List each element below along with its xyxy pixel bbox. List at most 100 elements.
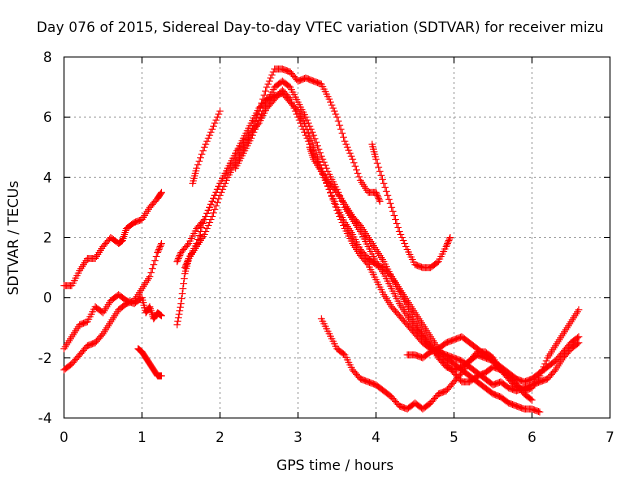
data-point (204, 206, 212, 214)
data-point (541, 360, 549, 368)
data-point (380, 179, 388, 187)
data-point (211, 119, 219, 127)
data-point (537, 369, 545, 377)
data-point (178, 295, 186, 303)
data-point (264, 80, 272, 88)
data-point (200, 230, 208, 238)
data-point (263, 83, 271, 91)
data-point (314, 142, 321, 150)
data-point (542, 357, 550, 365)
data-point (445, 237, 453, 245)
data-point (340, 133, 347, 141)
series-arc-13 (403, 306, 583, 395)
data-point (382, 187, 390, 195)
data-point (342, 140, 350, 148)
data-point (323, 164, 331, 172)
data-point (289, 101, 297, 109)
y-tick-label: 2 (43, 231, 52, 247)
data-point (375, 163, 383, 171)
series-arc-12 (368, 140, 454, 272)
data-point (350, 159, 358, 167)
data-point (395, 227, 403, 235)
data-point (147, 269, 155, 277)
data-point (158, 240, 165, 248)
data-point (376, 167, 384, 175)
data-point (306, 122, 314, 130)
data-point (184, 256, 192, 264)
series-arc-4 (134, 345, 165, 380)
data-point (207, 200, 215, 208)
data-point (397, 230, 405, 238)
data-point (373, 190, 381, 198)
data-point (174, 314, 182, 322)
data-point (575, 306, 583, 314)
data-point (195, 157, 203, 165)
data-point (310, 131, 318, 139)
data-point (293, 110, 301, 118)
data-point (351, 162, 359, 170)
data-point (154, 249, 162, 257)
data-point (302, 113, 310, 121)
data-point (202, 140, 210, 148)
data-point (328, 101, 336, 109)
data-point (575, 333, 583, 341)
data-point (399, 237, 407, 245)
data-point (329, 104, 337, 112)
axis-ticks (63, 56, 611, 419)
data-point (219, 185, 227, 193)
data-point (152, 253, 160, 261)
data-point (355, 173, 363, 181)
data-point (374, 193, 382, 201)
data-point (379, 175, 386, 183)
data-point (332, 110, 340, 118)
data-point (150, 261, 158, 269)
data-point (267, 74, 275, 82)
data-point (312, 138, 320, 146)
data-point (211, 205, 219, 213)
data-point (574, 340, 581, 348)
data-point (223, 176, 230, 184)
data-point (193, 164, 201, 172)
data-point (290, 104, 298, 112)
x-tick-label: 0 (60, 430, 69, 446)
data-point (295, 116, 303, 124)
data-point (354, 169, 362, 177)
x-tick-label: 5 (450, 430, 459, 446)
data-point (349, 155, 357, 163)
data-point (324, 167, 332, 175)
data-point (200, 215, 208, 223)
data-point (433, 259, 441, 267)
data-point (206, 203, 214, 211)
data-point (389, 207, 397, 215)
data-point (183, 259, 191, 267)
series-arc-8 (189, 107, 224, 187)
data-point (330, 197, 338, 205)
data-point (156, 311, 164, 319)
data-point (208, 125, 216, 133)
x-axis-label: GPS time / hours (276, 458, 393, 474)
data-point (173, 258, 181, 266)
data-point (175, 310, 183, 318)
data-point (157, 241, 165, 249)
data-point (206, 218, 214, 226)
data-point (346, 149, 354, 157)
data-point (538, 366, 546, 374)
data-point (574, 334, 581, 342)
data-point (401, 240, 409, 248)
data-point (251, 125, 259, 133)
data-point (457, 370, 464, 378)
x-tick-label: 6 (528, 430, 537, 446)
data-point (256, 113, 264, 121)
series-arc-2 (60, 291, 165, 353)
data-point (285, 82, 293, 90)
data-point (317, 152, 325, 160)
y-tick-label: 0 (43, 291, 52, 307)
data-point (343, 143, 351, 151)
data-point (575, 339, 583, 347)
data-point (377, 171, 385, 179)
data-point (319, 155, 327, 163)
data-point (216, 107, 224, 115)
data-point (265, 77, 273, 85)
data-point (385, 195, 393, 203)
